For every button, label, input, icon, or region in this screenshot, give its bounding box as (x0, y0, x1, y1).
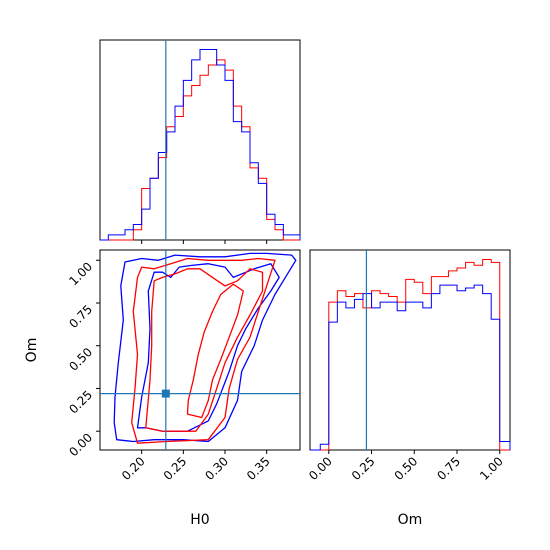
contour-ytick-label-3: 0.75 (66, 302, 95, 331)
histogram-H0-series_a (100, 59, 300, 241)
contour-ytick-label-1: 0.25 (66, 388, 95, 417)
histogram-H0-panel (99, 39, 301, 244)
histogram-Om-frame (309, 249, 511, 451)
contour-panel-frame (99, 249, 301, 451)
histogram-Om-xtick-label-2: 0.50 (392, 454, 421, 483)
histogram-Om-xtick-label-3: 0.75 (434, 454, 463, 483)
contour-ytick-label-0: 0.00 (66, 430, 95, 459)
histogram-Om-xtick-label-0: 0.00 (306, 454, 335, 483)
truth-marker (161, 389, 170, 398)
histogram-Om-xtick-label-1: 0.25 (349, 454, 378, 483)
contour-xtick-label-0: 0.20 (119, 454, 148, 483)
histogram-Om-xtick-label-4: 1.00 (477, 454, 506, 483)
contour-series_b-0 (113, 252, 297, 443)
histogram-H0-series_b (100, 49, 301, 241)
contour-xtick-label-1: 0.25 (161, 454, 190, 483)
histogram-Om-series_b (310, 284, 511, 451)
contour-series_a-3 (145, 268, 264, 432)
y-axis-label-Om: Om (24, 338, 40, 363)
histogram-Om-panel: 0.00 0.25 0.50 0.75 1.00 Om (306, 249, 511, 528)
contour-H0-Om-panel: 0.20 0.25 0.30 0.35 0.00 0.25 0.50 0.75 1.00 H0… (24, 249, 301, 528)
histogram-Om-series_a (310, 259, 510, 451)
contour-series_b-1 (136, 263, 280, 432)
contour-xtick-label-3: 0.35 (244, 454, 273, 483)
contour-series_a-4 (186, 283, 244, 419)
x-axis-label-Om: Om (398, 512, 423, 528)
contour-ytick-label-4: 1.00 (66, 259, 95, 288)
x-axis-label-H0: H0 (190, 512, 209, 528)
histogram-H0-frame (99, 39, 301, 241)
contour-xtick-label-2: 0.30 (202, 454, 231, 483)
contour-ytick-label-2: 0.50 (66, 345, 95, 374)
